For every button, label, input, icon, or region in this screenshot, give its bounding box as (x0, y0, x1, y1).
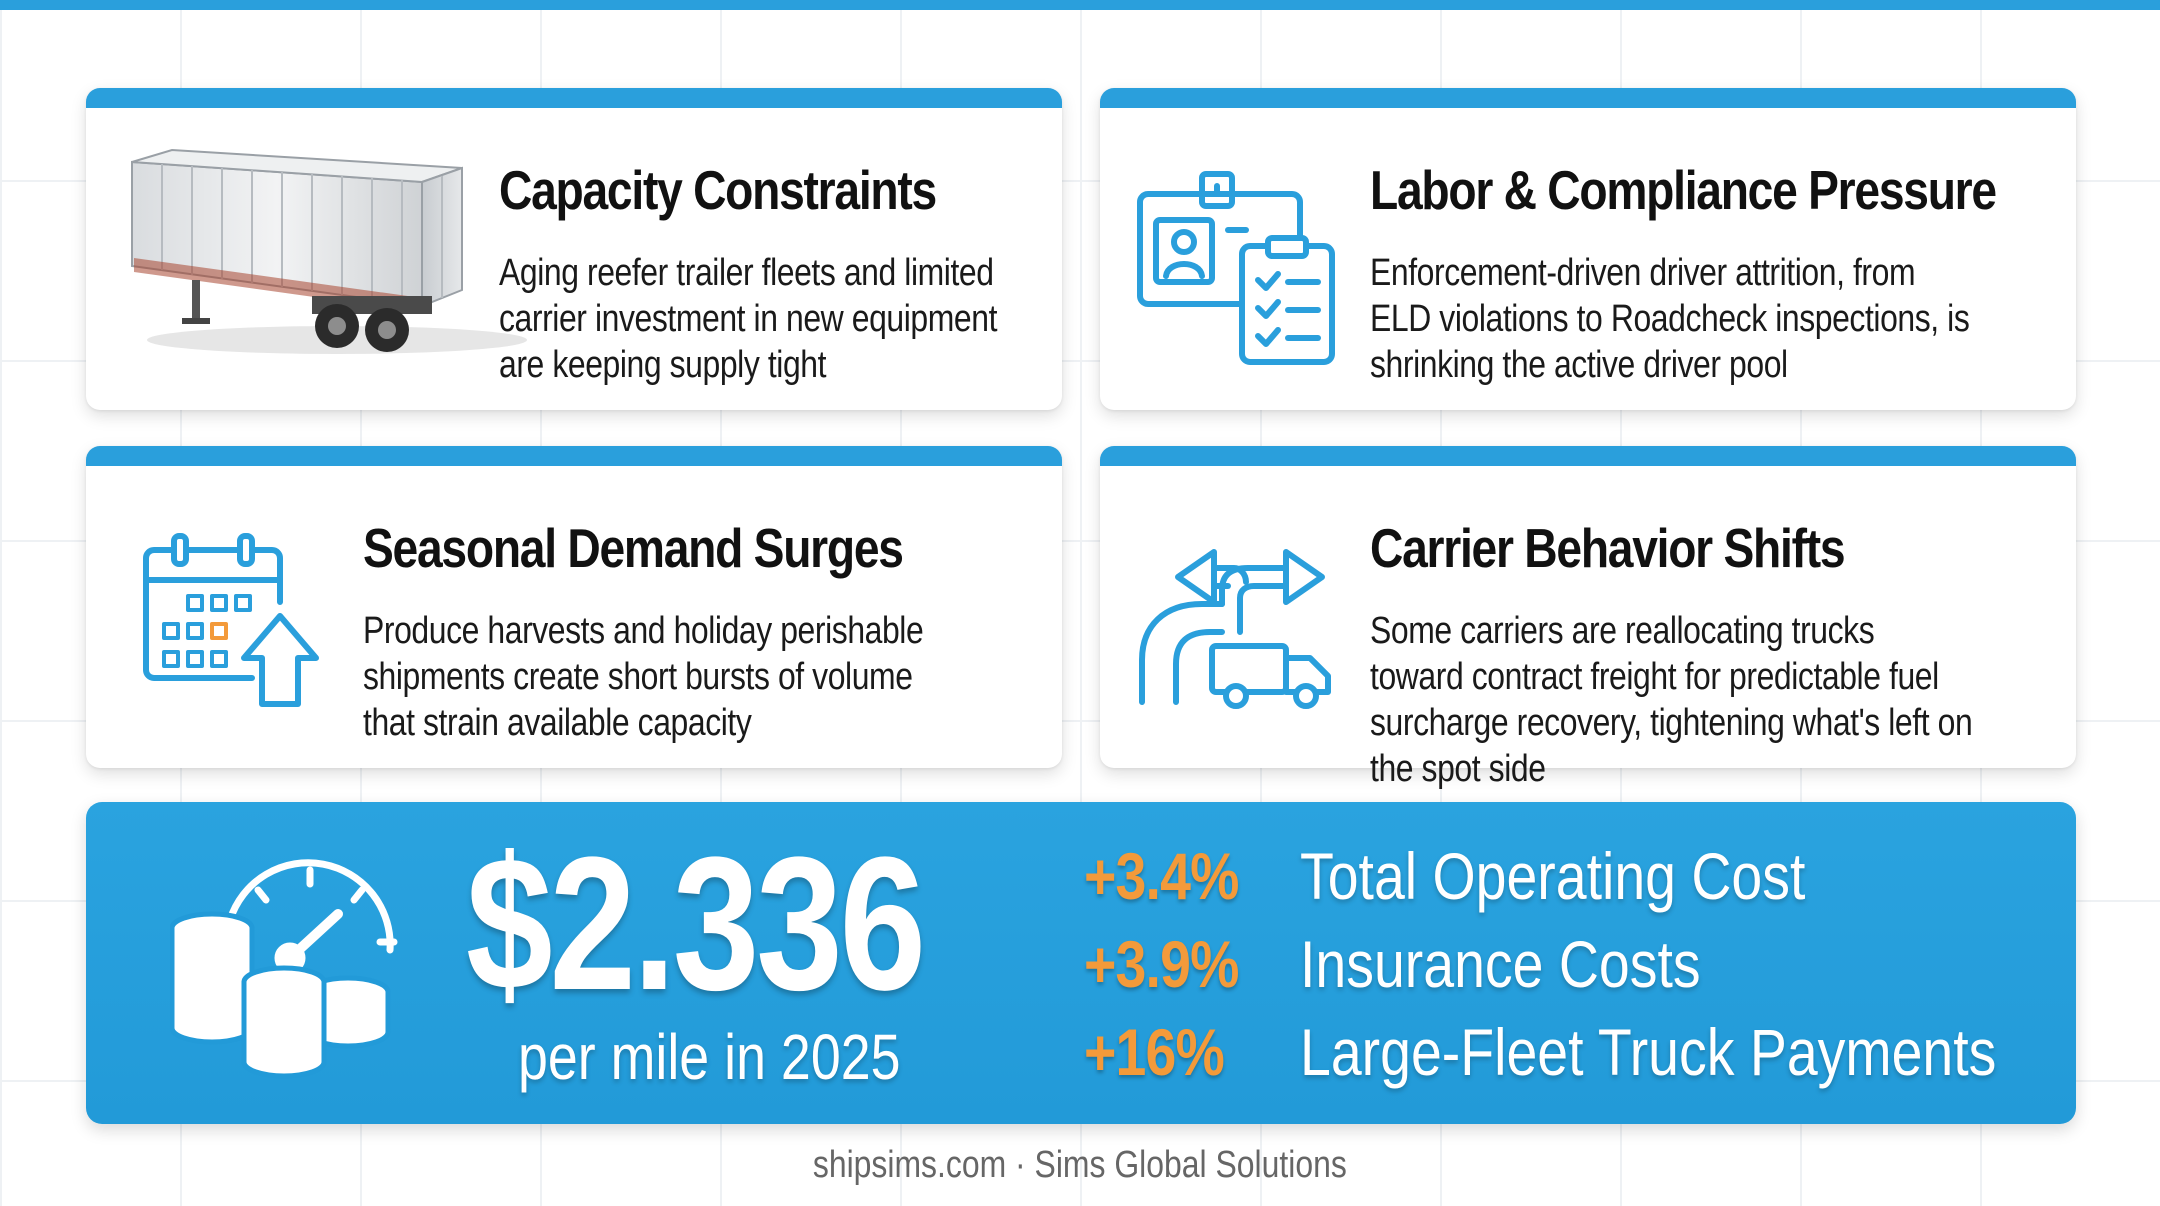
top-accent-bar (0, 0, 2160, 10)
card-carrier-behavior: Carrier Behavior Shifts Some carriers ar… (1100, 446, 2076, 790)
calendar-arrow-icon (143, 533, 319, 707)
card-labor-compliance: Labor & Compliance Pressure Enforcement-… (1100, 88, 2076, 410)
id-badge-clipboard-icon (1137, 171, 1335, 365)
card-description: Aging reefer trailer fleets and limited … (499, 252, 998, 386)
footer-text: shipsims.com · Sims Global Solutions (813, 1144, 1347, 1186)
metric-label: Large-Fleet Truck Payments (1300, 1015, 1997, 1089)
trailer-image (131, 148, 527, 354)
routes-truck-icon (1139, 549, 1331, 709)
card-capacity-constraints: Capacity Constraints Aging reefer traile… (86, 88, 1062, 410)
card-description: Some carriers are reallocating trucks to… (1370, 610, 1973, 790)
metric-row: +3.9% Insurance Costs (1084, 926, 2034, 1006)
metric-label: Insurance Costs (1300, 927, 1701, 1001)
card-description: Enforcement-driven driver attrition, fro… (1370, 252, 1970, 386)
metric-row: +16% Large-Fleet Truck Payments (1084, 1014, 2034, 1094)
metric-row: +3.4% Total Operating Cost (1084, 838, 2034, 918)
metric-label: Total Operating Cost (1300, 839, 1806, 913)
cost-stats-banner: $2.336 per mile in 2025 +3.4% Total Oper… (86, 802, 2076, 1124)
card-title: Seasonal Demand Surges (363, 517, 904, 579)
metric-percent: +3.9% (1084, 927, 1239, 1001)
footer-credit: shipsims.com · Sims Global Solutions (0, 1144, 2160, 1187)
cost-per-mile-caption: per mile in 2025 (518, 1021, 901, 1093)
card-title: Capacity Constraints (499, 159, 937, 221)
cost-per-mile-value: $2.336 (466, 818, 926, 1030)
metric-percent: +16% (1084, 1015, 1225, 1089)
card-title: Labor & Compliance Pressure (1370, 159, 1997, 221)
card-title: Carrier Behavior Shifts (1370, 517, 1846, 579)
metric-percent: +3.4% (1084, 839, 1239, 913)
card-seasonal-demand: Seasonal Demand Surges Produce harvests … (86, 446, 1062, 768)
card-description: Produce harvests and holiday perishable … (363, 610, 924, 744)
coins-gauge-icon (170, 859, 398, 1079)
